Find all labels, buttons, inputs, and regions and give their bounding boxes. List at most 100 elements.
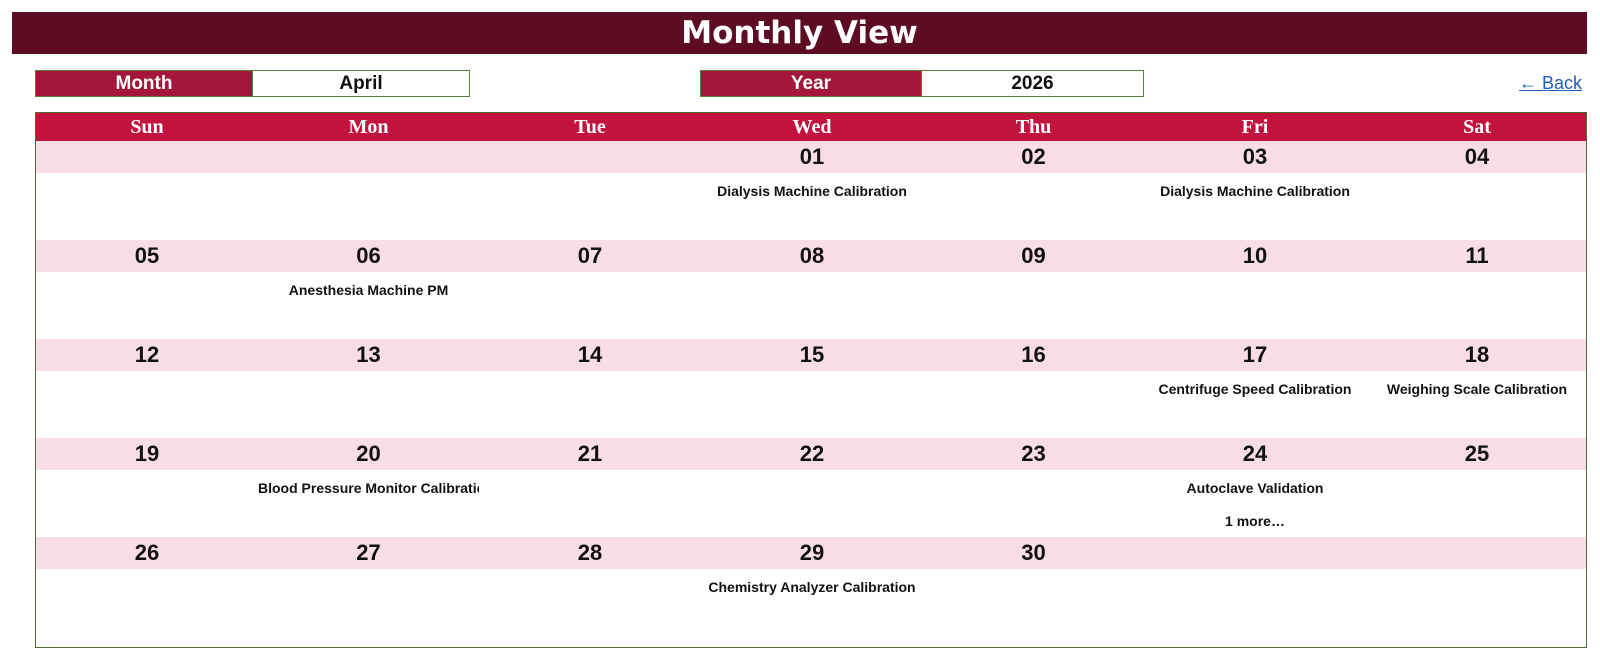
day-number: 06 <box>356 243 381 268</box>
day-cell[interactable]: 07 <box>479 240 701 341</box>
day-number <box>1366 537 1588 569</box>
day-number-band <box>36 438 1586 470</box>
year-label: Year <box>700 70 922 97</box>
day-cell[interactable]: 02 <box>923 141 1144 242</box>
year-dropdown[interactable]: 2026 <box>921 70 1144 97</box>
day-cell[interactable]: 13 <box>258 339 479 440</box>
day-number-band <box>36 141 1586 173</box>
day-number: 26 <box>134 540 160 565</box>
day-number: 29 <box>799 540 825 565</box>
day-number: 17 <box>1242 342 1268 367</box>
day-cell <box>36 141 258 242</box>
day-number: 30 <box>1021 540 1046 565</box>
day-cell[interactable]: 28 <box>479 537 701 638</box>
week-row: 19 20 Blood Pressure Monitor Calibration 21… <box>36 438 1586 539</box>
back-link[interactable]: ← Back <box>1518 73 1582 93</box>
day-number: 13 <box>356 342 381 367</box>
day-number: 19 <box>134 441 160 466</box>
day-cell[interactable]: 24 Autoclave Validation 1 more… <box>1144 438 1366 539</box>
day-cell[interactable]: 26 <box>36 537 258 638</box>
day-cell[interactable]: 12 <box>36 339 258 440</box>
weekday-tue: Tue <box>574 115 606 138</box>
event-item[interactable]: Centrifuge Speed Calibration <box>1158 381 1352 397</box>
day-cell[interactable]: 14 <box>479 339 701 440</box>
day-number: 07 <box>577 243 603 268</box>
weekday-sat: Sat <box>1463 115 1491 138</box>
month-label: Month <box>35 70 253 97</box>
day-number: 28 <box>577 540 603 565</box>
event-item[interactable]: Autoclave Validation <box>1186 480 1324 496</box>
day-cell[interactable]: 20 Blood Pressure Monitor Calibration <box>258 438 479 539</box>
day-number-band <box>36 240 1586 272</box>
day-cell[interactable]: 11 <box>1366 240 1588 341</box>
day-number: 22 <box>799 441 825 466</box>
day-number: 14 <box>577 342 603 367</box>
week-row: 05 06 Anesthesia Machine PM 07 08 09 10 11 <box>36 240 1586 341</box>
day-cell[interactable]: 29 Chemistry Analyzer Calibration <box>701 537 923 638</box>
day-number: 01 <box>799 144 825 169</box>
day-cell[interactable]: 21 <box>479 438 701 539</box>
day-cell[interactable]: 04 <box>1366 141 1588 242</box>
event-item[interactable]: Weighing Scale Calibration <box>1386 381 1568 397</box>
weekday-wed: Wed <box>792 115 832 138</box>
event-item[interactable]: Chemistry Analyzer Calibration <box>708 579 916 595</box>
day-cell[interactable]: 01 Dialysis Machine Calibration <box>701 141 923 242</box>
day-number <box>479 141 701 173</box>
day-number: 12 <box>134 342 160 367</box>
day-cell[interactable]: 09 <box>923 240 1144 341</box>
day-number: 20 <box>356 441 381 466</box>
more-events-link[interactable]: 1 more… <box>1225 513 1285 529</box>
day-cell[interactable]: 18 Weighing Scale Calibration <box>1366 339 1588 440</box>
day-cell[interactable]: 05 <box>36 240 258 341</box>
day-cell[interactable]: 23 <box>923 438 1144 539</box>
day-cell[interactable]: 03 Dialysis Machine Calibration <box>1144 141 1366 242</box>
day-cell <box>479 141 701 242</box>
day-cell <box>258 141 479 242</box>
day-number <box>36 141 258 173</box>
calendar-grid: Sun Mon Tue Wed Thu Fri Sat 01 Dialysis Machine… <box>35 112 1587 648</box>
day-number: 09 <box>1021 243 1046 268</box>
weekday-sun: Sun <box>130 115 164 138</box>
day-number: 08 <box>799 243 825 268</box>
weekday-thu: Thu <box>1015 115 1052 138</box>
day-number: 15 <box>799 342 825 367</box>
event-item[interactable]: Blood Pressure Monitor Calibration <box>258 480 479 496</box>
week-row: 01 Dialysis Machine Calibration 02 03 Dialys… <box>36 141 1586 242</box>
day-number: 16 <box>1021 342 1046 367</box>
day-number-band <box>36 339 1586 371</box>
event-item[interactable]: Dialysis Machine Calibration <box>717 183 907 199</box>
day-cell[interactable]: 19 <box>36 438 258 539</box>
day-number: 18 <box>1464 342 1490 367</box>
day-number <box>258 141 479 173</box>
day-cell[interactable]: 17 Centrifuge Speed Calibration <box>1144 339 1366 440</box>
day-number: 11 <box>1465 243 1489 268</box>
day-cell <box>1366 537 1588 638</box>
day-number-band <box>36 537 1586 569</box>
page-title: Monthly View <box>12 12 1587 54</box>
day-number: 10 <box>1242 243 1268 268</box>
day-number: 05 <box>134 243 160 268</box>
weekday-fri: Fri <box>1241 115 1269 138</box>
month-dropdown[interactable]: April <box>252 70 470 97</box>
week-row: 26 27 28 29 Chemistry Analyzer Calibration 30 <box>36 537 1586 638</box>
day-number: 27 <box>356 540 381 565</box>
day-number: 21 <box>577 441 603 466</box>
event-item[interactable]: Dialysis Machine Calibration <box>1160 183 1350 199</box>
event-item[interactable]: Anesthesia Machine PM <box>288 282 449 298</box>
day-cell[interactable]: 25 <box>1366 438 1588 539</box>
day-cell[interactable]: 06 Anesthesia Machine PM <box>258 240 479 341</box>
week-row: 12 13 14 15 16 17 Centrifuge Speed Calibration… <box>36 339 1586 440</box>
day-number: 25 <box>1464 441 1490 466</box>
day-cell[interactable]: 22 <box>701 438 923 539</box>
day-number: 23 <box>1021 441 1046 466</box>
day-cell[interactable]: 16 <box>923 339 1144 440</box>
day-number: 04 <box>1464 144 1490 169</box>
day-cell[interactable]: 08 <box>701 240 923 341</box>
day-cell[interactable]: 30 <box>923 537 1144 638</box>
day-number <box>1144 537 1366 569</box>
day-cell[interactable]: 27 <box>258 537 479 638</box>
day-cell[interactable]: 15 <box>701 339 923 440</box>
day-cell <box>1144 537 1366 638</box>
day-number: 24 <box>1242 441 1268 466</box>
day-cell[interactable]: 10 <box>1144 240 1366 341</box>
